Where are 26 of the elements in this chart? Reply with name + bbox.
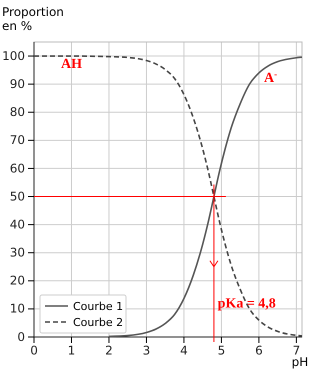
legend-label: Courbe 1: [73, 300, 124, 313]
y-tick-label: 0: [17, 330, 25, 344]
x-tick-label: 7: [292, 344, 300, 358]
y-tick-label: 70: [10, 133, 25, 148]
x-tick-label: 3: [142, 344, 150, 358]
y-tick-label: 40: [10, 217, 25, 232]
y-tick-label: 90: [10, 76, 25, 91]
y-tick-label: 30: [10, 246, 25, 260]
y-tick-label: 60: [10, 161, 25, 176]
y-tick-label: 20: [10, 274, 25, 288]
legend-label: Courbe 2: [73, 316, 124, 329]
y-tick-label: 100: [2, 48, 25, 63]
x-tick-label: 6: [255, 344, 263, 358]
annotation: A$^{-}$: [264, 69, 278, 86]
x-tick-label: 5: [218, 344, 226, 358]
y-tick-label: 10: [10, 302, 25, 316]
x-tick-label: 1: [68, 344, 76, 358]
y-tick-label: 50: [10, 189, 25, 204]
y-axis-title: Proportion en %: [2, 5, 64, 33]
x-axis-title: pH: [292, 355, 308, 369]
x-tick-label: 0: [30, 344, 38, 358]
annotation: AH: [61, 57, 82, 72]
x-tick-label: 2: [105, 344, 113, 358]
y-tick-label: 80: [10, 105, 25, 120]
x-tick-label: 4: [180, 344, 188, 358]
annotation: pKa = 4,8: [218, 296, 276, 312]
